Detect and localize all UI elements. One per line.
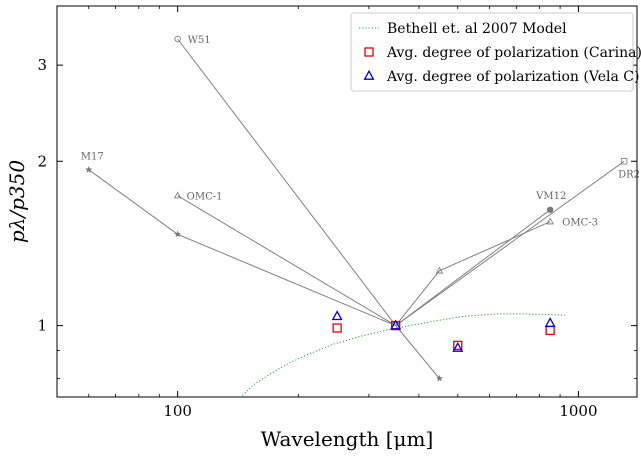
carina-point xyxy=(453,340,463,351)
source-label-vm12: VM12 xyxy=(535,191,566,202)
source-label-omc-1: OMC-1 xyxy=(187,192,223,203)
legend-box xyxy=(350,12,634,92)
vela-c-point xyxy=(390,319,402,330)
average-markers-layer xyxy=(331,310,556,352)
source-line-omc-3 xyxy=(395,221,551,326)
source-marker-w51 xyxy=(174,35,181,43)
y-tick-label: 1 xyxy=(37,317,47,335)
source-marker-vm12 xyxy=(546,206,554,213)
model-curve xyxy=(241,313,566,396)
y-tick-label: 3 xyxy=(37,56,47,74)
legend-triangle-swatch xyxy=(363,69,375,80)
legend-square-swatch xyxy=(364,47,374,57)
carina-point xyxy=(545,325,555,336)
source-marker-omc-1 xyxy=(173,191,182,199)
legend-label: Avg. degree of polarization (Vela C) xyxy=(386,69,639,85)
x-tick-label: 100 xyxy=(163,402,192,420)
y-axis-label-text: pλ/p350 xyxy=(5,160,29,243)
source-lines-layer: W51 M17 OMC-1 DR21 VM12 OMC-3 xyxy=(81,35,641,382)
source-line-vm12 xyxy=(395,209,551,327)
plot-frame xyxy=(56,5,638,398)
source-marker-omc-3 xyxy=(435,266,444,274)
axis-ticks: 100 1000 1 2 3 xyxy=(37,6,637,420)
vela-c-point xyxy=(544,317,556,328)
x-tick-label: 1000 xyxy=(559,402,597,420)
y-tick-label: 2 xyxy=(37,152,47,170)
source-label-dr21: DR21 xyxy=(618,169,641,180)
source-line-dr21 xyxy=(395,160,625,327)
source-marker-m17 xyxy=(435,374,444,382)
source-marker-m17 xyxy=(85,165,93,173)
x-axis-label: Wavelength [μm] xyxy=(261,427,434,451)
legend-label: Bethell et. al 2007 Model xyxy=(387,21,567,37)
source-marker-m17 xyxy=(173,230,182,238)
vela-c-point xyxy=(452,341,464,352)
source-label-omc-3: OMC-3 xyxy=(562,218,598,229)
model-curve-layer xyxy=(241,313,566,396)
legend: Bethell et. al 2007 Model Avg. degree of … xyxy=(350,12,641,92)
legend-label: Avg. degree of polarization (Carina) xyxy=(386,45,641,61)
source-line-w51 xyxy=(177,38,397,326)
carina-point xyxy=(332,323,342,333)
source-label-w51: W51 xyxy=(188,35,211,46)
source-line-m17 xyxy=(88,169,440,379)
source-line-omc-1 xyxy=(177,195,396,327)
y-axis-label: pλ/p350 xyxy=(5,160,29,243)
source-marker-omc-3 xyxy=(546,217,554,225)
source-label-m17: M17 xyxy=(81,152,104,163)
vela-c-point xyxy=(331,310,343,321)
source-marker-dr21 xyxy=(620,158,628,165)
